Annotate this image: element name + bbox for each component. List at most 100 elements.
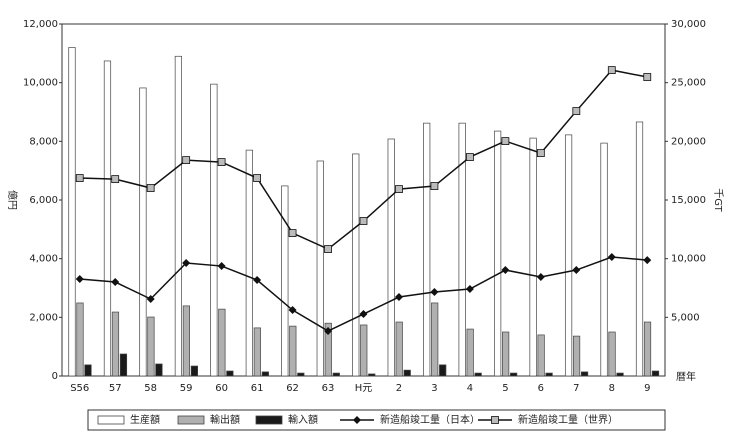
point	[643, 73, 652, 81]
bar	[289, 325, 297, 377]
point	[75, 274, 84, 283]
x-tick-label: 63	[322, 383, 335, 394]
bar	[76, 302, 84, 377]
bar	[324, 322, 332, 377]
point	[607, 253, 616, 262]
legend-label: 生産額	[130, 413, 160, 426]
bar	[297, 372, 305, 377]
y-axis-label: 億円	[6, 190, 19, 210]
y2-tick-label: 15,000	[671, 195, 706, 206]
bar	[643, 321, 652, 377]
x-tick-label: 59	[180, 383, 193, 394]
point	[253, 174, 261, 182]
point	[465, 285, 474, 294]
legend-marker	[353, 416, 361, 424]
y2-tick-label: 5,000	[671, 312, 700, 323]
point	[536, 149, 545, 157]
bar	[494, 130, 502, 377]
point	[359, 217, 368, 225]
bar	[281, 185, 289, 377]
x-tick-label: 6	[538, 383, 544, 394]
y-tick-label: 2,000	[29, 312, 58, 323]
bar	[190, 365, 198, 377]
x-tick-label: 4	[467, 383, 473, 394]
x-tick-label: 9	[644, 383, 650, 394]
bar	[564, 134, 573, 377]
bar	[226, 370, 234, 377]
bar	[403, 369, 411, 377]
point	[253, 276, 262, 285]
bar	[458, 122, 466, 377]
x-tick-label: 61	[251, 383, 264, 394]
legend-swatch	[177, 415, 205, 425]
legend-label: 新造船竣工量（日本）	[380, 413, 480, 426]
bar	[111, 311, 120, 377]
bar	[261, 371, 269, 377]
x-tick-label: 8	[609, 383, 615, 394]
y-tick-label: 6,000	[29, 195, 58, 206]
bar	[352, 153, 360, 377]
bar	[439, 364, 447, 377]
y2-axis-label: 千GT	[712, 188, 724, 212]
bar	[423, 122, 431, 377]
bar	[572, 335, 581, 377]
bar	[608, 331, 616, 377]
point	[466, 153, 474, 161]
y-tick-label: 8,000	[29, 136, 58, 147]
bar	[537, 334, 545, 377]
bar	[529, 137, 537, 377]
legend-marker	[491, 416, 499, 424]
y2-tick-label: 10,000	[671, 254, 706, 265]
point	[288, 306, 297, 315]
y-tick-label: 4,000	[29, 254, 58, 265]
bar	[139, 87, 147, 377]
bar	[245, 149, 253, 377]
bar	[316, 160, 324, 377]
bar	[387, 138, 395, 377]
bar	[635, 121, 644, 377]
bar	[466, 328, 474, 377]
bar	[651, 370, 660, 377]
point	[430, 287, 439, 296]
bar	[431, 302, 439, 377]
legend-swatch	[97, 415, 125, 425]
bar	[119, 353, 128, 377]
bar	[510, 372, 518, 377]
bar	[502, 331, 510, 377]
point	[572, 266, 581, 275]
bar	[368, 373, 376, 377]
bar	[360, 324, 368, 377]
bar	[103, 60, 112, 377]
point	[324, 327, 333, 336]
point	[430, 182, 439, 190]
bar	[545, 372, 553, 377]
point	[182, 259, 191, 268]
x-tick-label: 60	[215, 383, 228, 394]
point	[182, 156, 191, 165]
legend-label: 新造船竣工量（世界）	[518, 413, 618, 426]
y2-tick-label: 20,000	[671, 136, 706, 147]
y-tick-label: 12,000	[23, 19, 58, 30]
x-tick-label: 7	[573, 383, 579, 394]
point	[111, 278, 120, 287]
point	[288, 229, 297, 237]
y-tick-label: 0	[52, 371, 58, 382]
y2-tick-label: 30,000	[671, 19, 706, 30]
bar	[68, 47, 76, 377]
point	[607, 66, 616, 75]
y2-tick-label: 25,000	[671, 78, 706, 89]
bar	[147, 316, 155, 377]
x-tick-label: H元	[355, 383, 373, 394]
bar	[253, 327, 261, 377]
x-tick-label: 3	[431, 383, 437, 394]
bar	[395, 321, 403, 377]
bar	[182, 305, 190, 377]
bar	[580, 371, 589, 377]
bar	[155, 363, 163, 377]
point	[217, 262, 226, 271]
point	[111, 175, 120, 184]
x-tick-label: 5	[502, 383, 508, 394]
x-tick-label: 62	[286, 383, 299, 394]
point	[75, 174, 84, 182]
